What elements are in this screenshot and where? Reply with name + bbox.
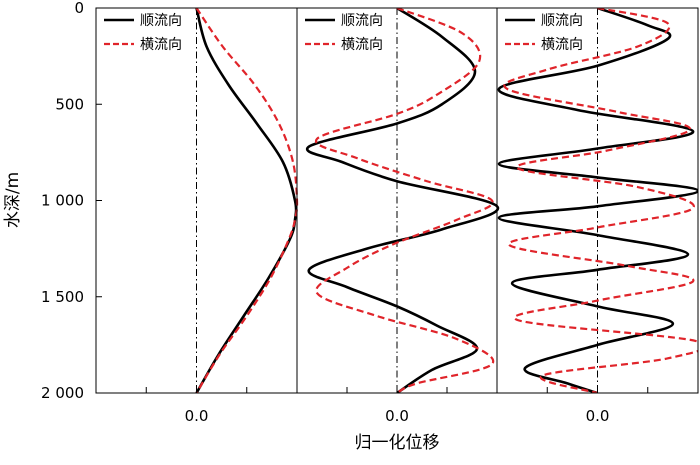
panel-1-series-inline xyxy=(195,8,298,393)
y-tick-label: 500 xyxy=(55,95,84,113)
panel-2 xyxy=(296,7,500,394)
x-tick-label: 0.0 xyxy=(586,407,610,425)
x-axis-title: 归一化位移 xyxy=(355,433,440,453)
y-axis-title: 水深/m xyxy=(3,172,23,228)
panel-1 xyxy=(95,7,299,394)
x-tick-label: 0.0 xyxy=(385,407,409,425)
panel-3-series-crossflow xyxy=(503,8,698,393)
panel-2-series-inline xyxy=(305,8,500,393)
legend-label: 顺流向 xyxy=(341,13,383,29)
legend-label: 顺流向 xyxy=(541,13,583,29)
legend-label: 横流向 xyxy=(541,37,583,53)
y-tick-label: 1 000 xyxy=(41,192,84,210)
panel-2-series-crossflow xyxy=(314,8,495,393)
ticks-layer: 0.0 0.0 0.0 0 500 1 000 1 500 2 000 xyxy=(41,0,649,425)
legend-label: 横流向 xyxy=(341,37,383,53)
panel-3-series-inline xyxy=(497,8,698,393)
legend-label: 顺流向 xyxy=(140,13,182,29)
y-tick-label: 1 500 xyxy=(41,288,84,306)
y-tick-label: 0 xyxy=(74,0,84,17)
panel-3 xyxy=(496,7,699,394)
x-tick-label: 0.0 xyxy=(185,407,209,425)
panels-layer xyxy=(95,7,699,394)
panel-1-series-crossflow xyxy=(195,8,299,393)
y-tick-label: 2 000 xyxy=(41,384,84,402)
legend-label: 横流向 xyxy=(140,37,182,53)
